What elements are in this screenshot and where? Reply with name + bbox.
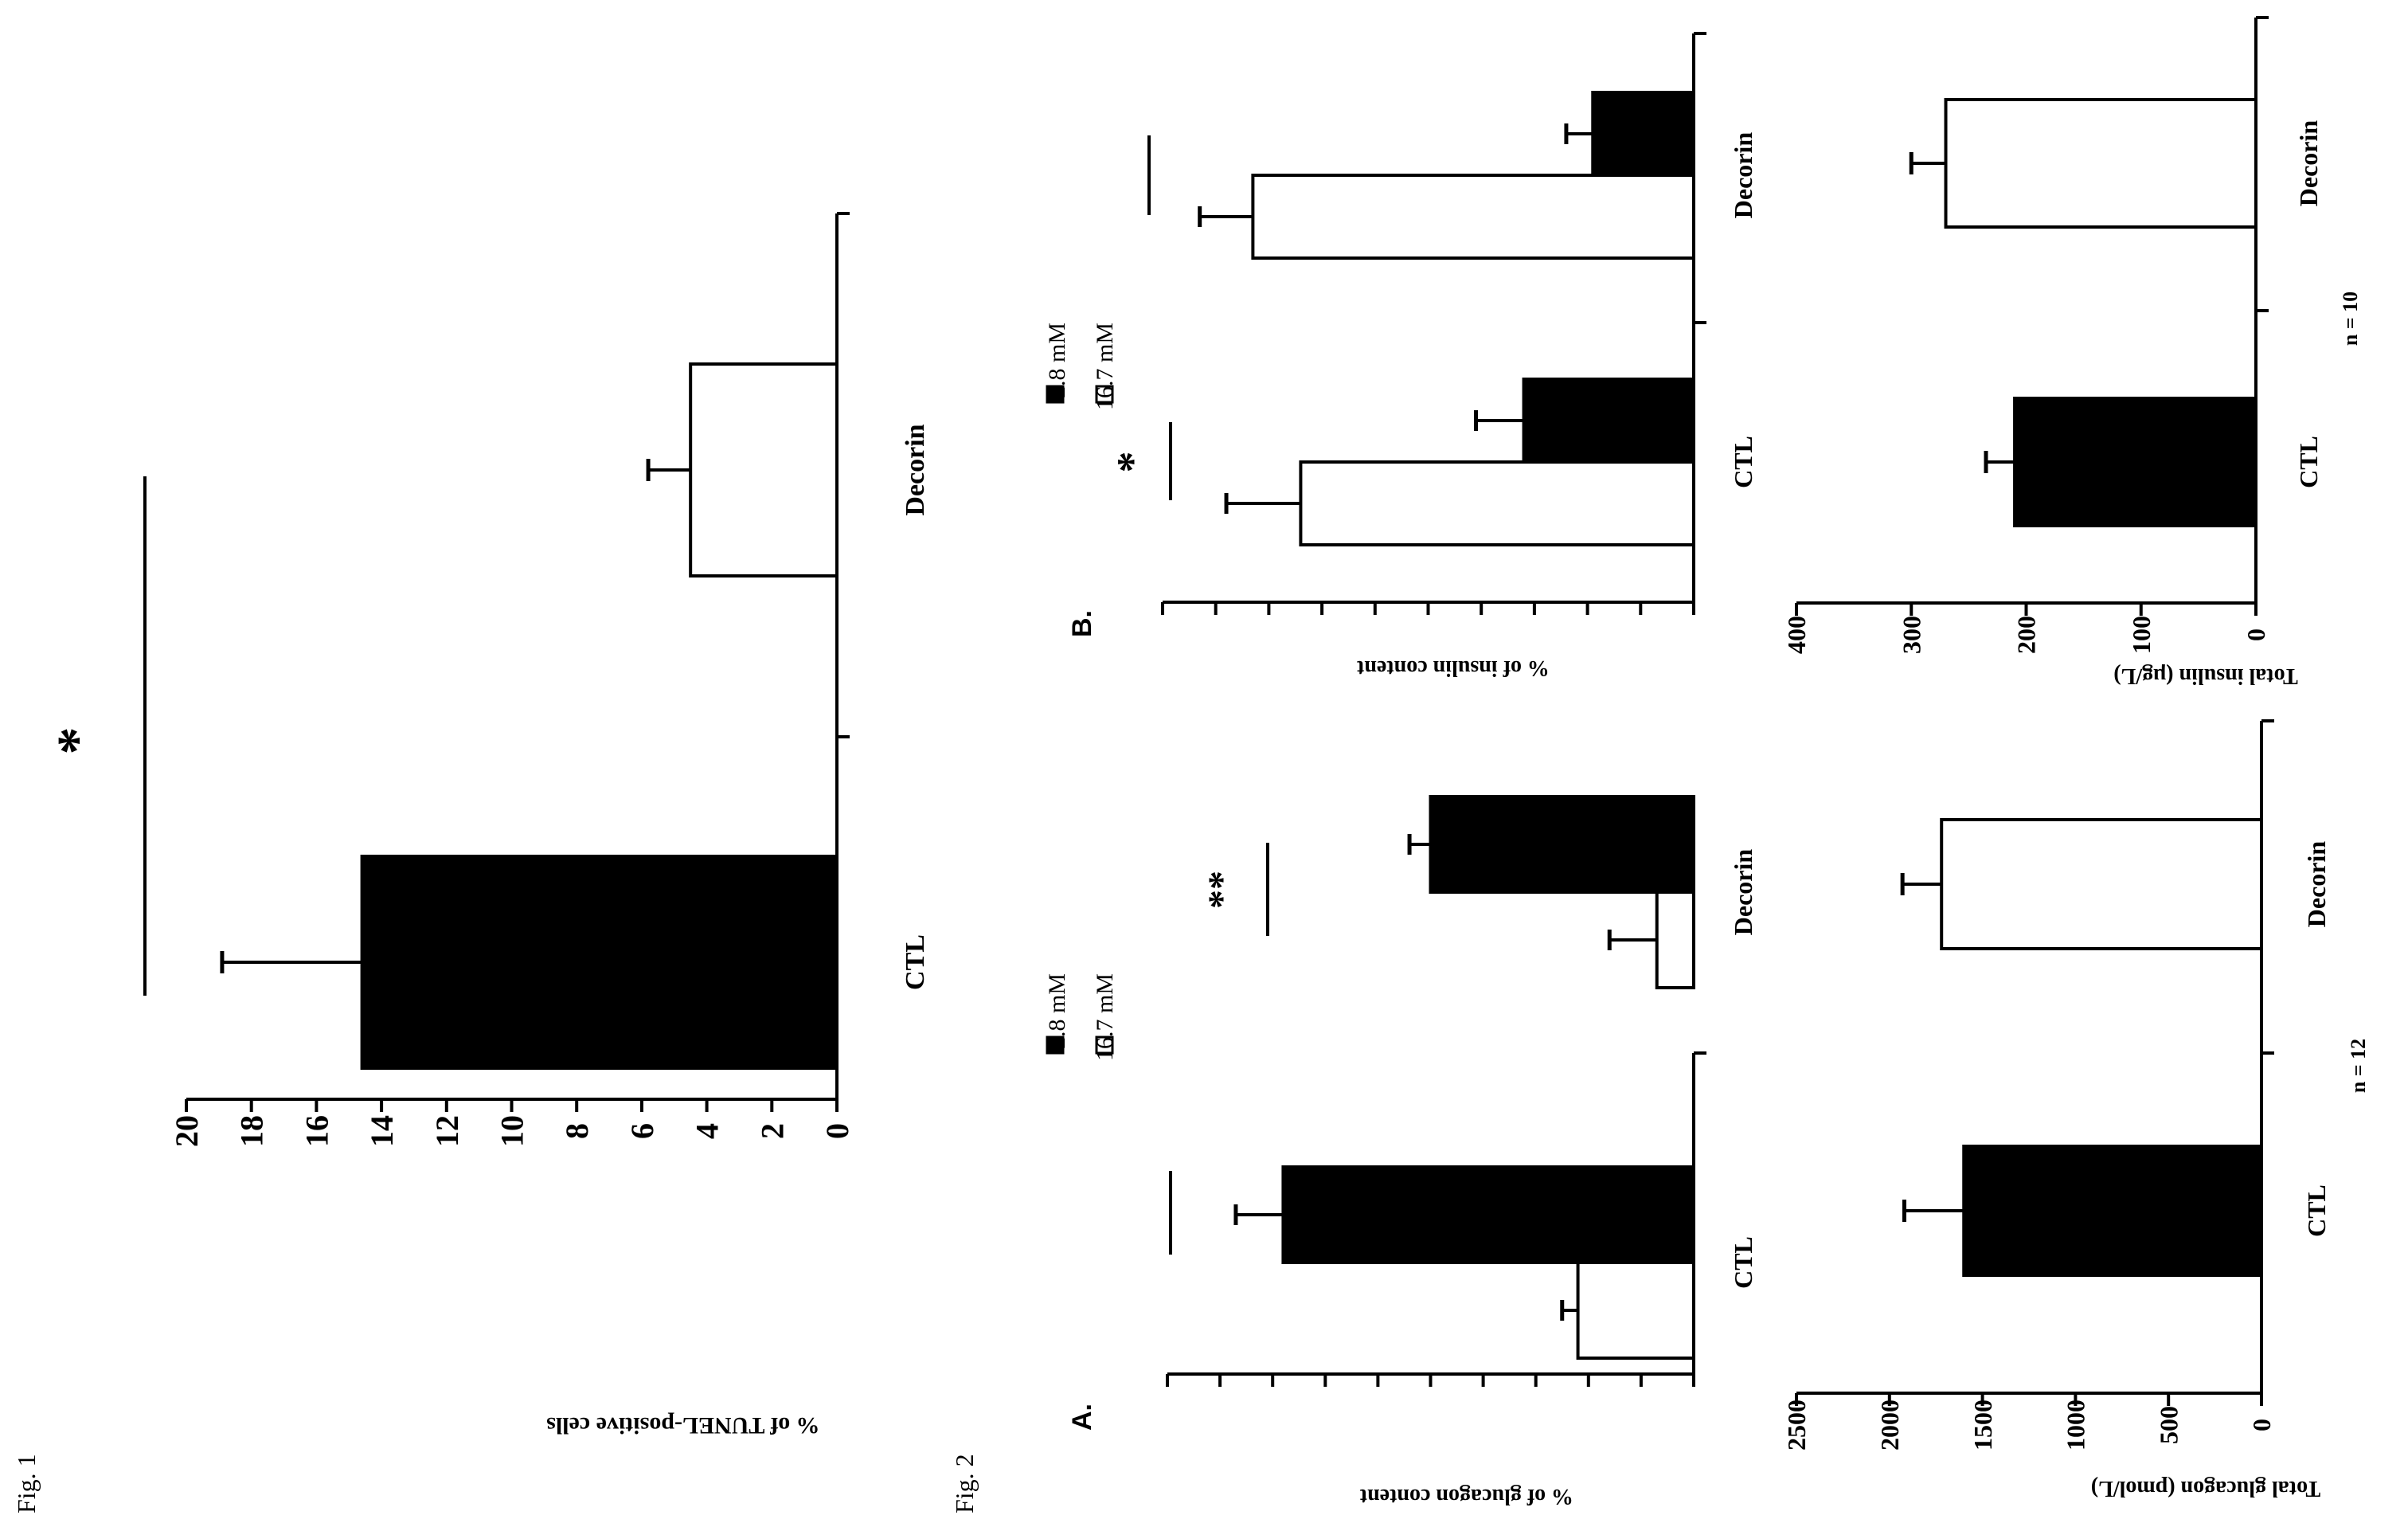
- fig2A_bottom-ytick-label: 2500: [1782, 1400, 1811, 1451]
- fig2B_top-category-label: CTL: [1729, 436, 1757, 488]
- fig2B_top-bar: [1591, 91, 1696, 177]
- fig2A_bottom-ylabel: Total glucagon (pmol/L): [2091, 1476, 2320, 1501]
- fig2B_top-ylabel: % of insulin content: [1356, 656, 1550, 680]
- fig2A_top-bar: [1576, 1261, 1695, 1360]
- fig1-category-label: Decorin: [901, 424, 930, 515]
- fig1-ytick-label: 10: [494, 1115, 530, 1147]
- legend-a: 2.8 mM 16.7 mM: [1044, 973, 1118, 1061]
- legend-b-swatch-low: [1046, 385, 1065, 404]
- fig2B_top-bar: [1299, 460, 1696, 546]
- fig2A_bottom-category-label: CTL: [2302, 1184, 2331, 1237]
- fig2B_top-bar: [1522, 378, 1696, 464]
- fig1-ytick-label: 0: [819, 1123, 855, 1139]
- fig2A_bottom-ytick-label: 0: [2247, 1419, 2276, 1431]
- fig2A_bottom-ytick-label: 2000: [1875, 1400, 1904, 1451]
- fig2A_top-ylabel: % of glucagon content: [1359, 1484, 1573, 1509]
- fig2B_top-significance-label: *: [1108, 452, 1156, 473]
- fig1-bar: [360, 855, 838, 1070]
- fig1-caption: Fig. 1: [12, 1454, 41, 1513]
- fig2A_bottom-n-label: n = 12: [2347, 1039, 2370, 1093]
- fig2B_bottom-category-label: Decorin: [2294, 120, 2323, 207]
- fig2A_top-category-label: Decorin: [1729, 849, 1757, 936]
- fig2B_bottom-ytick-label: 200: [2012, 616, 2041, 654]
- fig2B_bottom-chart: 0 100 200 300 400 CTL Decorin Total insulin (µg…: [1782, 16, 2362, 688]
- fig2A_bottom-bar: [1940, 818, 2263, 950]
- fig2B_top-category-label: Decorin: [1729, 132, 1757, 219]
- fig2B_top-chart: CTL Decorin % of insulin content *: [1108, 32, 1757, 680]
- legend-b-label-low: 2.8 mM: [1044, 323, 1070, 398]
- fig2B_top-bar: [1251, 174, 1695, 260]
- fig1-ytick-label: 2: [754, 1123, 790, 1139]
- fig2A_top-category-label: CTL: [1729, 1236, 1757, 1289]
- fig1-ytick-label: 4: [690, 1123, 725, 1139]
- fig2A_top-bar: [1429, 795, 1695, 894]
- fig1-ytick-label: 12: [429, 1115, 465, 1147]
- fig1-significance-label: *: [47, 727, 108, 755]
- fig2B_bottom-ytick-label: 100: [2127, 616, 2156, 654]
- fig1-category-label: CTL: [901, 934, 930, 990]
- fig2A_bottom-chart: 0 500 1000 1500 2000 2500 CTL Decorin Total gluc…: [1782, 719, 2370, 1501]
- fig2A_top-chart: CTL Decorin % of glucagon content **: [1166, 795, 1757, 1509]
- legend-a-label-high: 16.7 mM: [1092, 973, 1118, 1061]
- fig2B_bottom-bar: [1944, 98, 2258, 229]
- fig2B_bottom-n-label: n = 10: [2339, 292, 2362, 346]
- fig1-bar: [689, 362, 838, 577]
- fig1-ytick-label: 18: [234, 1115, 270, 1147]
- fig2-caption: Fig. 2: [950, 1454, 979, 1513]
- legend-b-label-high: 16.7 mM: [1092, 323, 1118, 410]
- legend-b-swatch-high: [1095, 385, 1114, 404]
- fig2B_bottom-category-label: CTL: [2294, 436, 2323, 488]
- fig2B_bottom-ytick-label: 400: [1782, 616, 1811, 654]
- fig2B_bottom-bar: [2013, 397, 2258, 527]
- fig2A_bottom-bar: [1962, 1145, 2263, 1277]
- fig1-ytick-label: 14: [364, 1115, 400, 1147]
- fig1-ytick-label: 8: [559, 1123, 595, 1139]
- legend-a-label-low: 2.8 mM: [1044, 973, 1070, 1049]
- fig2B_bottom-ylabel: Total insulin (µg/L): [2113, 664, 2297, 688]
- fig1-ytick-label: 20: [169, 1115, 205, 1147]
- fig2A_bottom-ytick-label: 500: [2154, 1406, 2183, 1444]
- panel-label-b: B.: [1067, 610, 1097, 637]
- fig2A_top-bar: [1281, 1165, 1696, 1264]
- fig2A_bottom-ytick-label: 1500: [1968, 1400, 1997, 1451]
- fig2A_bottom-ytick-label: 1000: [2062, 1400, 2090, 1451]
- fig2B_bottom-ytick-label: 300: [1897, 616, 1925, 654]
- fig1-ytick-label: 16: [299, 1115, 334, 1147]
- fig2A_top-bar: [1655, 891, 1695, 989]
- fig1-ylabel: % of TUNEL-positive cells: [546, 1412, 820, 1439]
- fig2A_top-significance-label: **: [1201, 871, 1243, 909]
- fig2B_bottom-ytick-label: 0: [2242, 628, 2270, 641]
- legend-a-swatch-low: [1046, 1036, 1065, 1055]
- fig1-ytick-label: 6: [624, 1123, 660, 1139]
- fig1-chart: 0 2 4 6 8 10 12 14 16 18 20 CTL Decorin % of TUNEL-po…: [47, 212, 930, 1439]
- panel-label-a: A.: [1067, 1404, 1097, 1431]
- fig2A_bottom-category-label: Decorin: [2302, 841, 2331, 928]
- legend-a-swatch-high: [1095, 1036, 1114, 1055]
- legend-b: 2.8 mM 16.7 mM: [1044, 323, 1118, 410]
